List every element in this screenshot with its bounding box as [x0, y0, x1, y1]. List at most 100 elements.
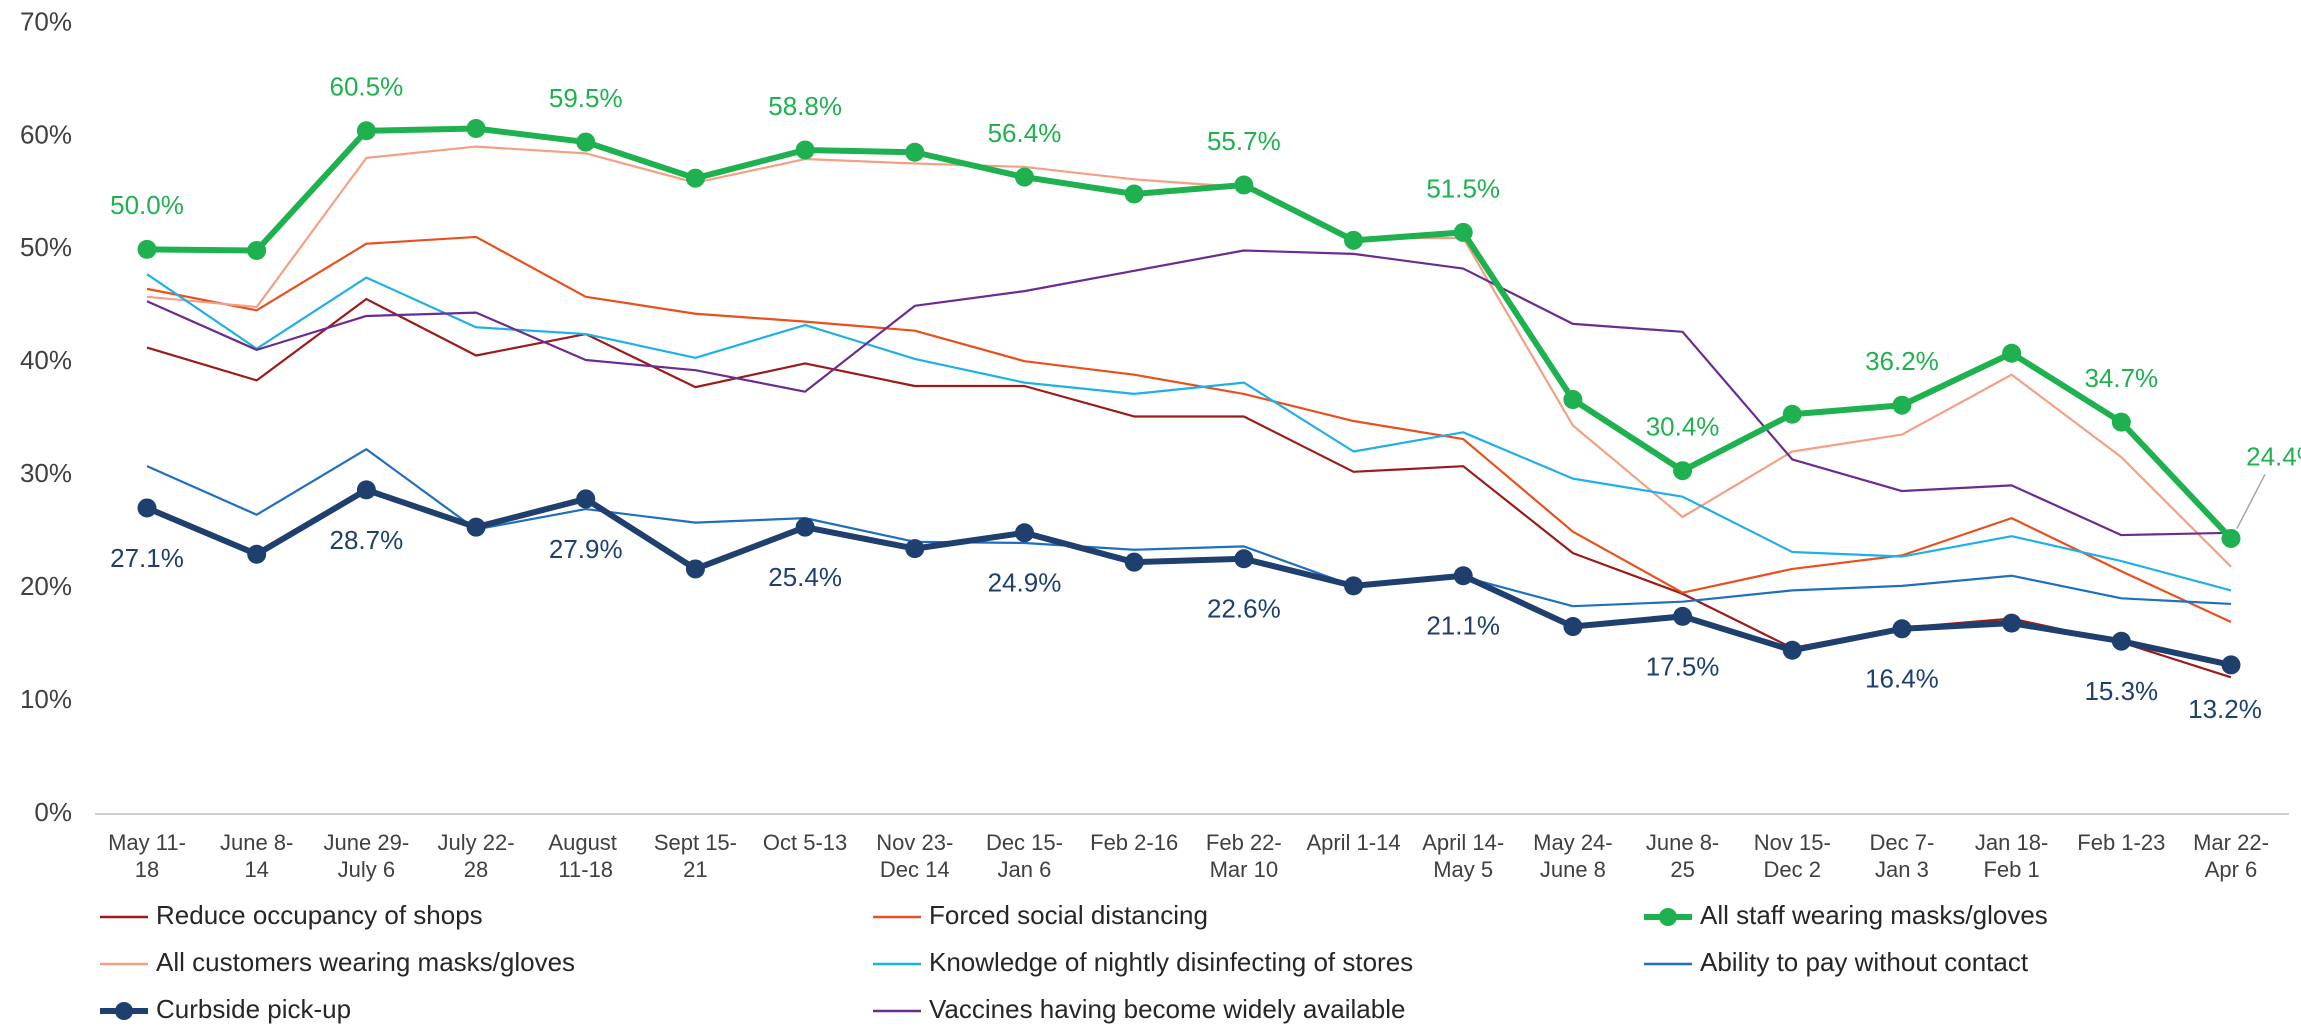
series-marker	[1453, 222, 1473, 242]
x-tick-label: Feb 2-16	[1090, 830, 1178, 855]
y-tick-label: 40%	[20, 345, 72, 375]
series-line	[146, 273, 2232, 592]
data-label: 56.4%	[988, 118, 1062, 148]
x-tick-label: May 24-June 8	[1533, 830, 1612, 882]
x-tick-label: April 1-14	[1306, 830, 1400, 855]
data-label: 59.5%	[549, 83, 623, 113]
data-label: 30.4%	[1646, 412, 1720, 442]
series-marker	[576, 132, 596, 152]
legend-marker	[1659, 908, 1677, 926]
series-marker	[2002, 613, 2022, 633]
series-marker	[1563, 617, 1583, 637]
y-tick-label: 10%	[20, 684, 72, 714]
x-tick-label: Dec 7-Jan 3	[1870, 830, 1935, 882]
y-tick-label: 50%	[20, 232, 72, 262]
legend-label: Ability to pay without contact	[1700, 947, 2029, 977]
legend-label: Forced social distancing	[929, 900, 1208, 930]
series-marker	[247, 544, 267, 564]
y-tick-label: 0%	[34, 797, 72, 827]
x-tick-label: Sept 15-21	[654, 830, 737, 882]
legend-label: All staff wearing masks/gloves	[1700, 900, 2048, 930]
series-marker	[2111, 631, 2131, 651]
series-marker	[1673, 461, 1693, 481]
series-marker	[1014, 523, 1034, 543]
series-marker	[905, 142, 925, 162]
series-marker	[1124, 552, 1144, 572]
x-tick-label: Mar 22-Apr 6	[2193, 830, 2269, 882]
series-marker	[1124, 184, 1144, 204]
x-tick-label: Feb 22-Mar 10	[1206, 830, 1282, 882]
data-label: 51.5%	[1426, 173, 1500, 203]
series-marker	[1673, 606, 1693, 626]
series-marker	[2002, 343, 2022, 363]
series-marker	[247, 240, 267, 260]
x-tick-label: August 11-18	[548, 830, 623, 882]
x-tick-label: Nov 23-Dec 14	[876, 830, 953, 882]
series-marker	[1563, 390, 1583, 410]
series-line	[146, 249, 2232, 537]
series-marker	[1453, 566, 1473, 586]
x-tick-label: Jan 18-Feb 1	[1975, 830, 2048, 882]
series-line	[146, 235, 2232, 624]
legend-label: Curbside pick-up	[156, 994, 351, 1024]
series-marker	[356, 121, 376, 141]
series-marker	[1892, 395, 1912, 415]
series-marker	[1892, 619, 1912, 639]
series-marker	[1344, 576, 1364, 596]
series-line	[146, 125, 2234, 541]
data-label: 50.0%	[110, 190, 184, 220]
series-marker	[2111, 412, 2131, 432]
series-marker	[795, 517, 815, 537]
y-tick-label: 70%	[20, 6, 72, 36]
series-line	[146, 145, 2232, 568]
x-tick-label: April 14-May 5	[1422, 830, 1504, 882]
data-label: 58.8%	[768, 91, 842, 121]
data-label: 34.7%	[2084, 363, 2158, 393]
data-label: 17.5%	[1646, 651, 1720, 681]
series-line	[145, 486, 2232, 668]
data-label: 22.6%	[1207, 594, 1281, 624]
x-tick-label: May 11-18	[108, 830, 186, 882]
data-label: 16.4%	[1865, 664, 1939, 694]
series-marker	[356, 480, 376, 500]
data-label: 25.4%	[768, 562, 842, 592]
series-marker	[2221, 528, 2241, 548]
series-marker	[795, 140, 815, 160]
series-marker	[685, 168, 705, 188]
series-marker	[1234, 175, 1254, 195]
series-line	[146, 448, 2232, 608]
series-marker	[137, 498, 157, 518]
x-tick-label: July 22-28	[438, 830, 515, 882]
data-label: 15.3%	[2084, 676, 2158, 706]
leader-line	[2236, 474, 2266, 529]
data-label: 60.5%	[330, 72, 404, 102]
series-marker	[1014, 167, 1034, 187]
x-tick-label: Feb 1-23	[2077, 830, 2165, 855]
data-label: 28.7%	[330, 525, 404, 555]
series-marker	[1782, 404, 1802, 424]
series-marker	[137, 239, 157, 259]
data-label: 13.2%	[2188, 694, 2262, 724]
series-marker	[466, 517, 486, 537]
series-marker	[576, 489, 596, 509]
y-tick-label: 20%	[20, 571, 72, 601]
data-label: 55.7%	[1207, 126, 1281, 156]
series-marker	[1234, 549, 1254, 569]
data-label: 27.9%	[549, 534, 623, 564]
legend-label: Vaccines having become widely available	[929, 994, 1405, 1024]
x-tick-label: Oct 5-13	[763, 830, 847, 855]
data-label: 21.1%	[1426, 611, 1500, 641]
x-tick-label: June 8-25	[1646, 830, 1719, 882]
series-marker	[1782, 640, 1802, 660]
data-label: 27.1%	[110, 543, 184, 573]
series-marker	[1344, 230, 1364, 250]
legend-marker	[115, 1002, 133, 1020]
x-tick-label: June 8-14	[220, 830, 293, 882]
series-marker	[466, 119, 486, 139]
legend-label: All customers wearing masks/gloves	[156, 947, 575, 977]
legend-label: Reduce occupancy of shops	[156, 900, 483, 930]
series-marker	[2221, 655, 2241, 675]
data-label: 24.9%	[988, 568, 1062, 598]
data-label: 36.2%	[1865, 346, 1939, 376]
x-tick-label: Nov 15-Dec 2	[1754, 830, 1831, 882]
